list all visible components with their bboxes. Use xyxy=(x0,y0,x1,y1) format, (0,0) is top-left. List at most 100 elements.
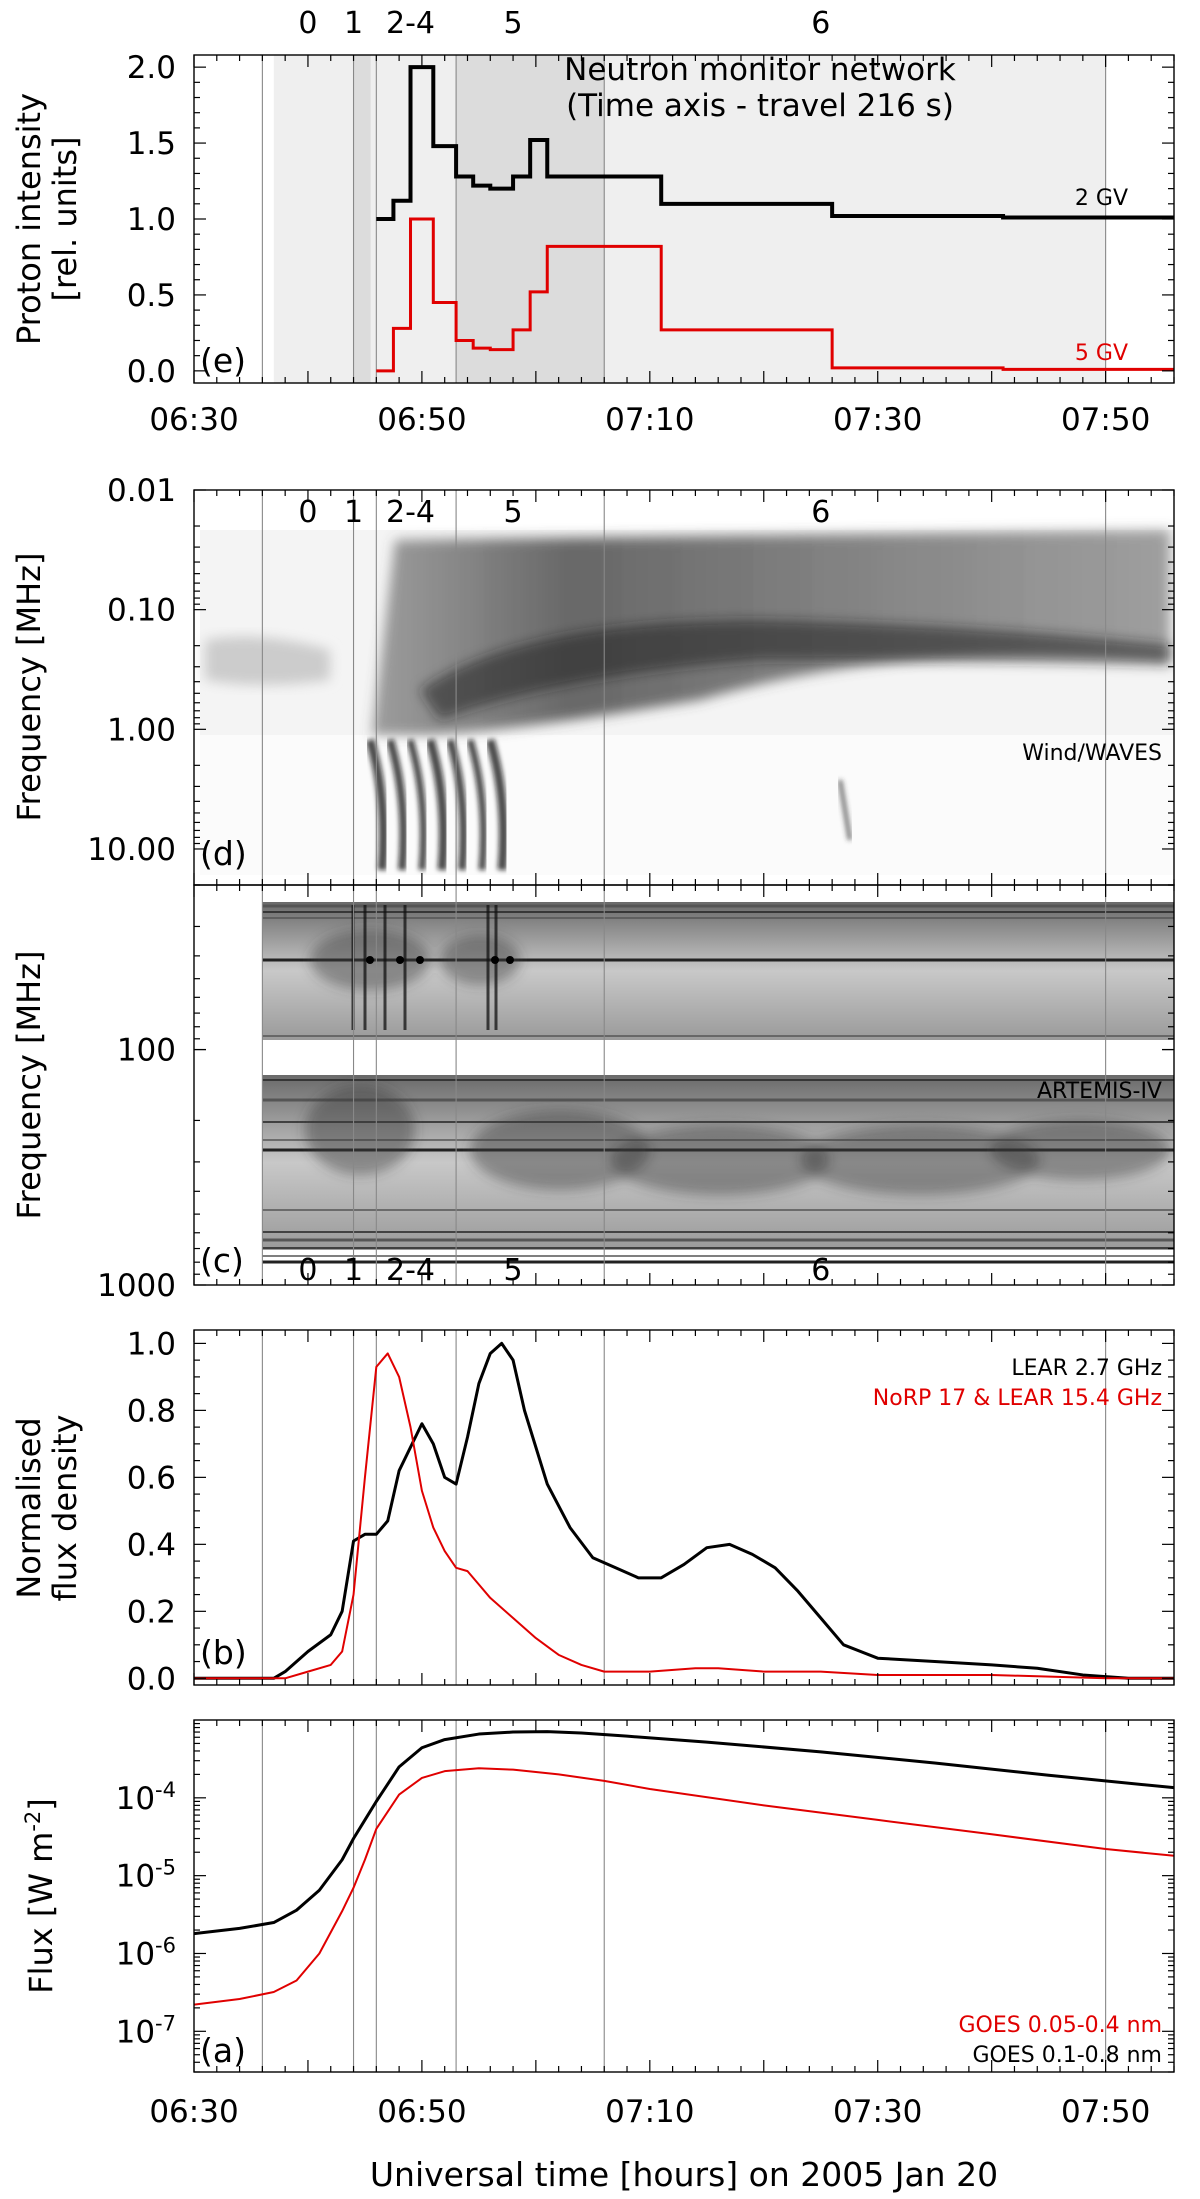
phase-label-0: 0 xyxy=(298,495,317,530)
series-2-gv xyxy=(376,65,1174,221)
panel-e-axis-ticks: 0.0 0.5 1.0 1.5 2.0 06:30 06:50 07:10 07:30 07:50 xyxy=(127,50,1175,438)
x-tick-label: 07:30 xyxy=(833,2094,922,2130)
y-tick-label: 100 xyxy=(117,1033,176,1069)
vertical-marker-lines xyxy=(261,490,1107,885)
y-tick-label: 1.5 xyxy=(127,126,176,162)
legend-lear-2-7ghz: LEAR 2.7 GHz xyxy=(1011,1356,1162,1381)
y-tick-label: 10-6 xyxy=(116,1933,176,1972)
phase-label-2-4: 2-4 xyxy=(386,6,435,41)
panel-a-frame xyxy=(193,1719,1175,2073)
legend-2gv: 2 GV xyxy=(1075,186,1128,211)
instrument-label-artemis: ARTEMIS-IV xyxy=(1037,1079,1162,1104)
phase-label-5: 5 xyxy=(504,6,523,41)
shaded-band-mid xyxy=(353,55,371,383)
y-tick-label: 0.8 xyxy=(127,1393,176,1429)
panel-label-b: (b) xyxy=(200,1633,247,1672)
phase-label-0: 0 xyxy=(298,6,317,41)
series-goes-0-05-0-4-nm xyxy=(194,1767,1174,2006)
x-tick-label: 06:30 xyxy=(149,2094,238,2130)
y-tick-label: 1.0 xyxy=(127,1326,176,1362)
dark-patch xyxy=(305,1085,415,1175)
panel-label-d: (d) xyxy=(200,834,247,873)
panel-b-ylabel-line2: flux density xyxy=(46,1415,84,1602)
y-tick-label: 0.6 xyxy=(127,1460,176,1496)
panel-label-c: (c) xyxy=(200,1241,244,1280)
proton-series xyxy=(376,65,1174,373)
panel-d-ylabel: Frequency [MHz] xyxy=(10,553,48,822)
dark-patch xyxy=(800,1125,1040,1195)
panel-e-title-line2: (Time axis - travel 216 s) xyxy=(566,88,954,124)
x-axis-tick-labels: 06:30 06:50 07:10 07:30 07:50 xyxy=(149,2094,1150,2130)
panel-a-goes-flux: 10-7 10-6 10-5 10-4 GOES 0.05-0.4 nm GOES 0… xyxy=(21,1719,1175,2194)
spectrum-high-band xyxy=(200,735,1174,875)
panel-e-proton-intensity: 0.0 0.5 1.0 1.5 2.0 06:30 06:50 07:10 07:30 07:50… xyxy=(10,6,1175,438)
phase-label-0: 0 xyxy=(298,1253,317,1288)
x-tick-label: 07:50 xyxy=(1061,2094,1150,2130)
preflare-emission xyxy=(205,636,330,685)
phase-labels: 0 1 2-4 5 6 xyxy=(298,495,830,530)
phase-label-1: 1 xyxy=(344,6,363,41)
x-tick-label: 06:50 xyxy=(377,402,466,438)
burst-streak xyxy=(365,738,388,871)
dark-patch xyxy=(440,935,520,985)
burst-streak xyxy=(425,738,448,871)
burst-streak xyxy=(386,738,408,871)
phase-label-2-4: 2-4 xyxy=(386,1253,435,1288)
y-tick-label: 0.5 xyxy=(127,278,176,314)
vertical-marker-lines xyxy=(261,885,1107,1285)
series-norp-17-lear-15-4-ghz xyxy=(194,1352,1174,1680)
legend-goes-long: GOES 0.1-0.8 nm xyxy=(972,2043,1162,2068)
series-5-gv xyxy=(376,217,1174,373)
x-tick-label: 07:10 xyxy=(605,2094,694,2130)
vertical-marker-lines xyxy=(261,1330,1107,1685)
instrument-label-wind-waves: Wind/WAVES xyxy=(1022,741,1162,766)
series-lear-2-7-ghz xyxy=(194,1341,1174,1680)
burst-spot xyxy=(416,956,424,964)
series-goes-0-1-0-8-nm xyxy=(194,1730,1174,1936)
vertical-marker-lines xyxy=(261,1720,1107,2072)
panel-c-ylabel: Frequency [MHz] xyxy=(10,951,48,1220)
panel-b-axis-ticks: 0.0 0.2 0.4 0.6 0.8 1.0 xyxy=(127,1326,1175,1697)
panel-b-flux-density: 0.0 0.2 0.4 0.6 0.8 1.0 LEAR 2.7 GHz NoRP 17 … xyxy=(10,1326,1175,1697)
phase-label-1: 1 xyxy=(344,495,363,530)
spectrum-features xyxy=(205,530,1170,871)
phase-label-1: 1 xyxy=(344,1253,363,1288)
panel-a-axis-ticks: 10-7 10-6 10-5 10-4 xyxy=(116,1720,1175,2073)
phase-labels: 0 1 2-4 5 6 xyxy=(298,1253,830,1288)
y-tick-label: 10-7 xyxy=(116,2011,176,2050)
legend-goes-short: GOES 0.05-0.4 nm xyxy=(959,2013,1163,2038)
x-tick-label: 06:30 xyxy=(149,402,238,438)
panel-c-frame xyxy=(193,884,1175,1286)
panel-c-artemis-spectrum: 100 1000 0 1 2-4 5 6 ARTEMIS-IV (c) Frequency… xyxy=(10,884,1175,1304)
phase-label-6: 6 xyxy=(811,495,830,530)
phase-label-2-4: 2-4 xyxy=(386,495,435,530)
spectrum-features xyxy=(262,902,1174,1264)
panel-e-ylabel-line1: Proton intensity xyxy=(10,93,48,345)
burst-spot xyxy=(366,956,374,964)
flux-density-series xyxy=(194,1341,1174,1680)
burst-spot xyxy=(396,956,404,964)
panel-e-title-line1: Neutron monitor network xyxy=(564,52,956,88)
phase-label-6: 6 xyxy=(811,6,830,41)
dark-patch xyxy=(610,1125,830,1195)
burst-streak xyxy=(406,738,427,871)
burst-streak xyxy=(466,738,487,871)
legend-norp-lear: NoRP 17 & LEAR 15.4 GHz xyxy=(873,1386,1162,1411)
phase-label-6: 6 xyxy=(811,1253,830,1288)
panel-c-axis-ticks: 100 1000 xyxy=(97,884,1175,1304)
burst-spot xyxy=(506,956,514,964)
y-tick-label: 1000 xyxy=(97,1268,176,1304)
panel-d-wind-waves-spectrum: 0.01 0.10 1.00 10.00 0 1 2-4 5 6 Wind/WAVES (d)… xyxy=(10,473,1175,886)
burst-streak xyxy=(837,779,853,841)
panel-d-axis-ticks: 0.01 0.10 1.00 10.00 xyxy=(87,473,1175,886)
panel-label-e: (e) xyxy=(200,341,246,380)
y-tick-label: 1.0 xyxy=(127,202,176,238)
x-axis-title: Universal time [hours] on 2005 Jan 20 xyxy=(370,2155,998,2194)
spectrum-gap xyxy=(262,1040,1174,1075)
phase-label-5: 5 xyxy=(504,1253,523,1288)
x-tick-label: 06:50 xyxy=(377,2094,466,2130)
x-tick-label: 07:30 xyxy=(833,402,922,438)
y-tick-label: 10-5 xyxy=(116,1856,176,1895)
legend-5gv: 5 GV xyxy=(1075,341,1128,366)
